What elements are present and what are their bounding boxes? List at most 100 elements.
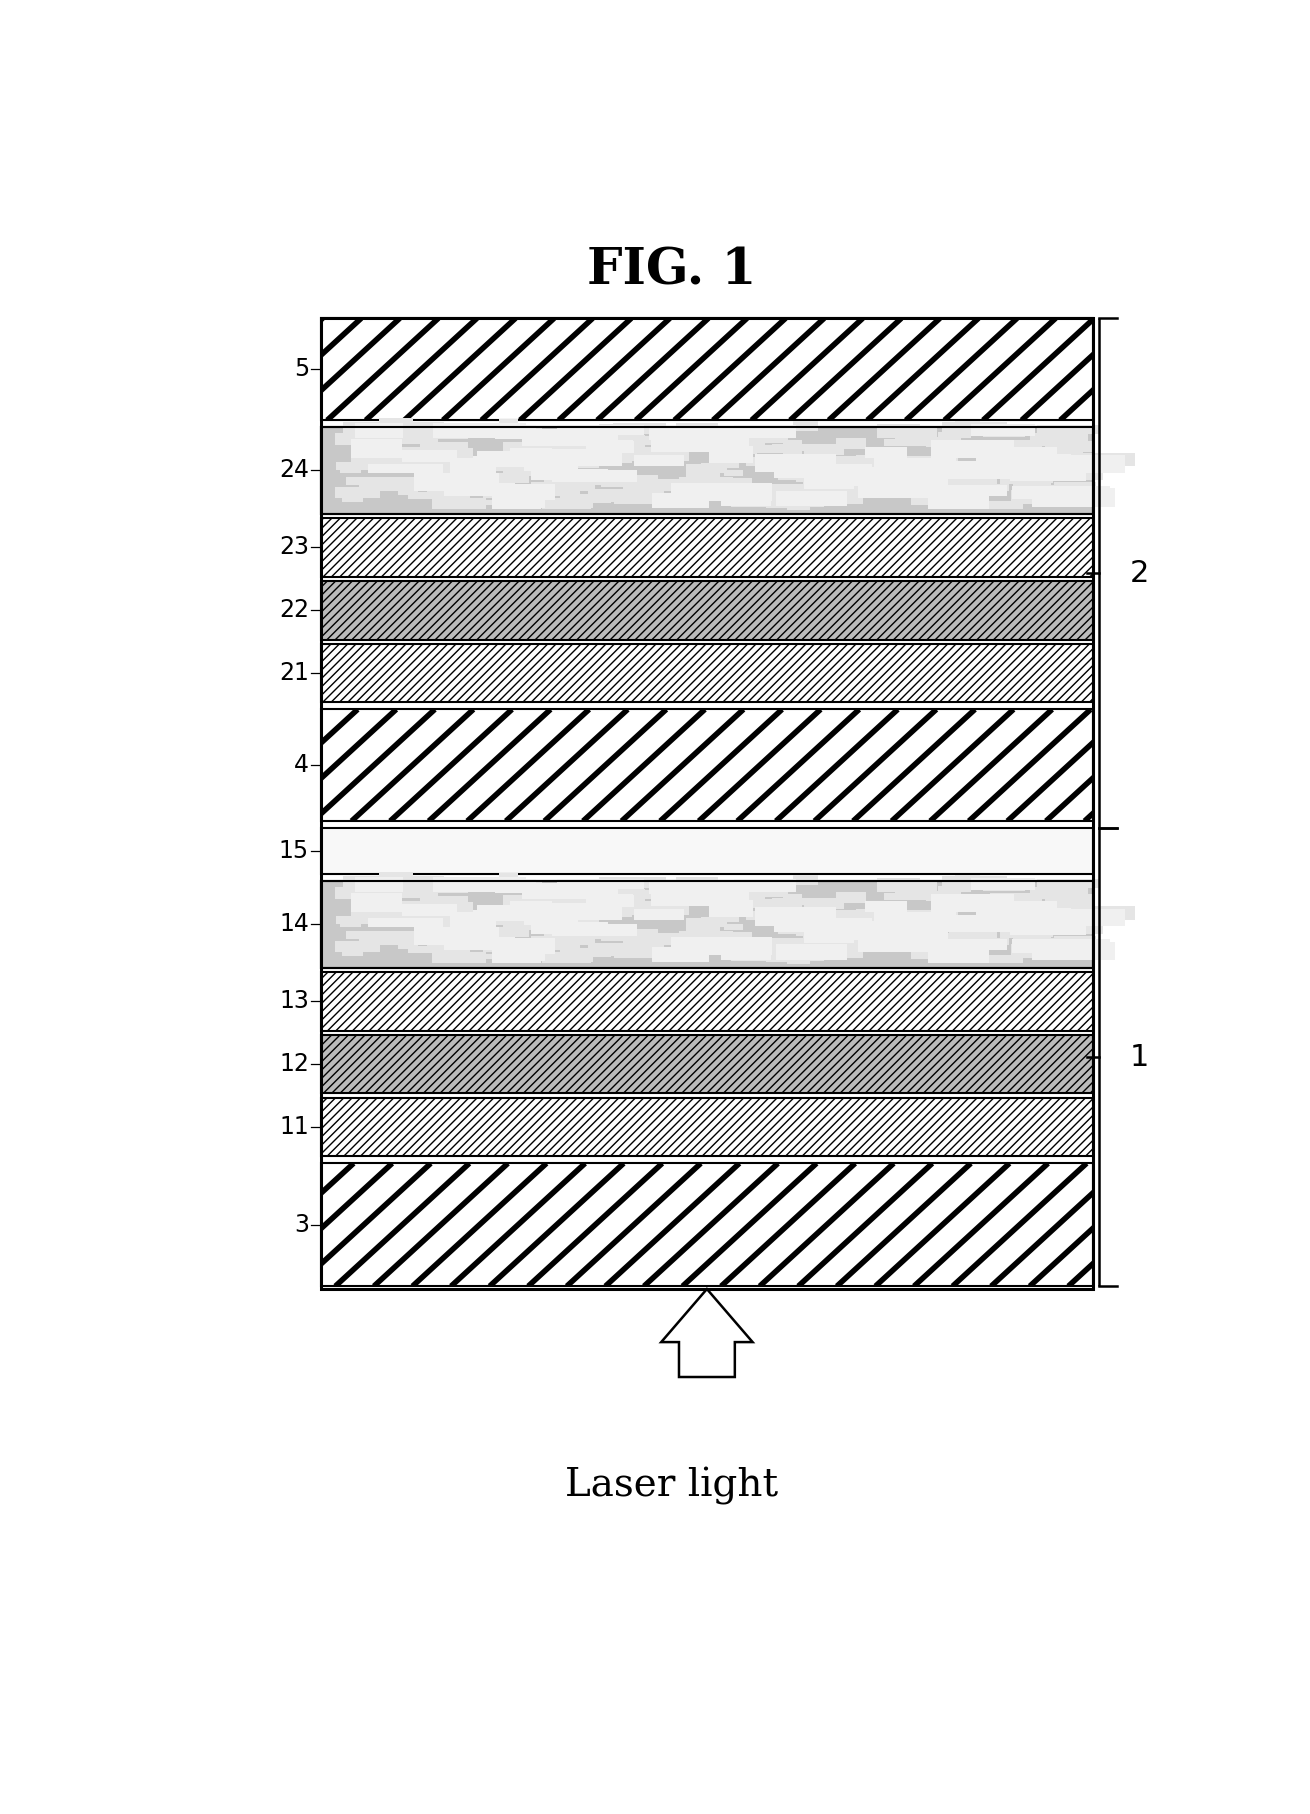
Bar [506,882,542,892]
Bar [647,932,681,945]
Bar [874,457,956,472]
Bar [503,952,536,960]
Bar [982,428,1026,437]
Bar [1031,488,1115,506]
Bar [559,914,599,923]
Bar [469,426,536,439]
Bar [350,421,409,434]
Bar [926,891,948,902]
Bar [721,490,772,506]
Bar [956,941,984,947]
Bar [929,951,989,963]
Bar [1011,940,1111,952]
Bar [375,454,414,466]
Bar [364,878,407,892]
Text: Laser light: Laser light [565,1468,778,1506]
Bar [335,486,380,499]
Bar [962,464,1000,473]
Bar [1011,943,1045,958]
Bar [542,448,622,466]
Bar [876,880,937,892]
Bar [346,931,375,940]
Bar [762,885,787,896]
Bar [931,900,982,912]
Bar [701,463,727,473]
Bar [770,430,791,437]
Bar [559,461,599,468]
Bar [468,927,529,938]
Bar [935,486,996,495]
Bar [778,468,842,481]
Bar [614,439,680,446]
Bar [942,876,1007,889]
Bar [671,483,772,501]
Bar [441,428,483,435]
Bar [1030,434,1078,446]
Bar [650,882,673,891]
Bar [796,455,858,468]
Bar [575,892,625,905]
Bar [910,952,946,960]
Bar [427,925,483,932]
Bar [807,484,829,492]
Bar [557,426,643,435]
Bar [469,880,536,892]
Bar [402,902,424,909]
Bar [1035,902,1079,909]
Bar [976,454,1072,472]
Bar [321,644,1093,702]
Bar [852,468,948,486]
Bar [342,495,363,502]
Bar [846,486,908,497]
Bar [595,909,631,918]
Bar [1045,882,1085,892]
Bar [337,463,375,470]
Bar [909,941,943,951]
Bar [876,878,920,885]
Bar [555,430,597,439]
Bar [1055,483,1096,490]
Bar [973,448,1015,454]
Bar [321,519,1093,577]
Text: 15: 15 [279,840,309,863]
Bar [373,882,431,894]
Bar [531,468,608,481]
Bar [795,492,817,502]
Bar [557,880,643,889]
Bar [398,941,418,949]
Bar [440,464,506,472]
Bar [798,464,872,477]
Bar [710,443,730,455]
Bar [804,925,854,943]
Bar [545,472,593,481]
Bar [478,499,502,506]
Bar [765,914,793,925]
Bar [990,439,1041,452]
Bar [798,918,872,932]
Bar [335,434,388,444]
Bar [386,455,451,466]
Bar [355,450,388,459]
Bar [804,472,854,490]
Bar [950,472,973,483]
Bar [392,909,430,923]
Bar [673,891,702,902]
Bar [895,891,960,900]
Bar [1007,905,1043,914]
Bar [388,878,443,885]
Bar [980,454,1014,461]
Bar [980,446,1057,463]
Bar [1007,452,1043,459]
Bar [685,464,720,477]
Bar [415,466,479,479]
Bar [427,941,452,952]
Bar [373,426,431,441]
Bar [1079,452,1134,466]
Bar [730,479,752,492]
Bar [909,488,958,493]
Bar [990,894,1041,905]
Bar [422,464,451,473]
Bar [355,423,402,439]
Bar [948,922,1030,932]
Bar [685,918,720,932]
